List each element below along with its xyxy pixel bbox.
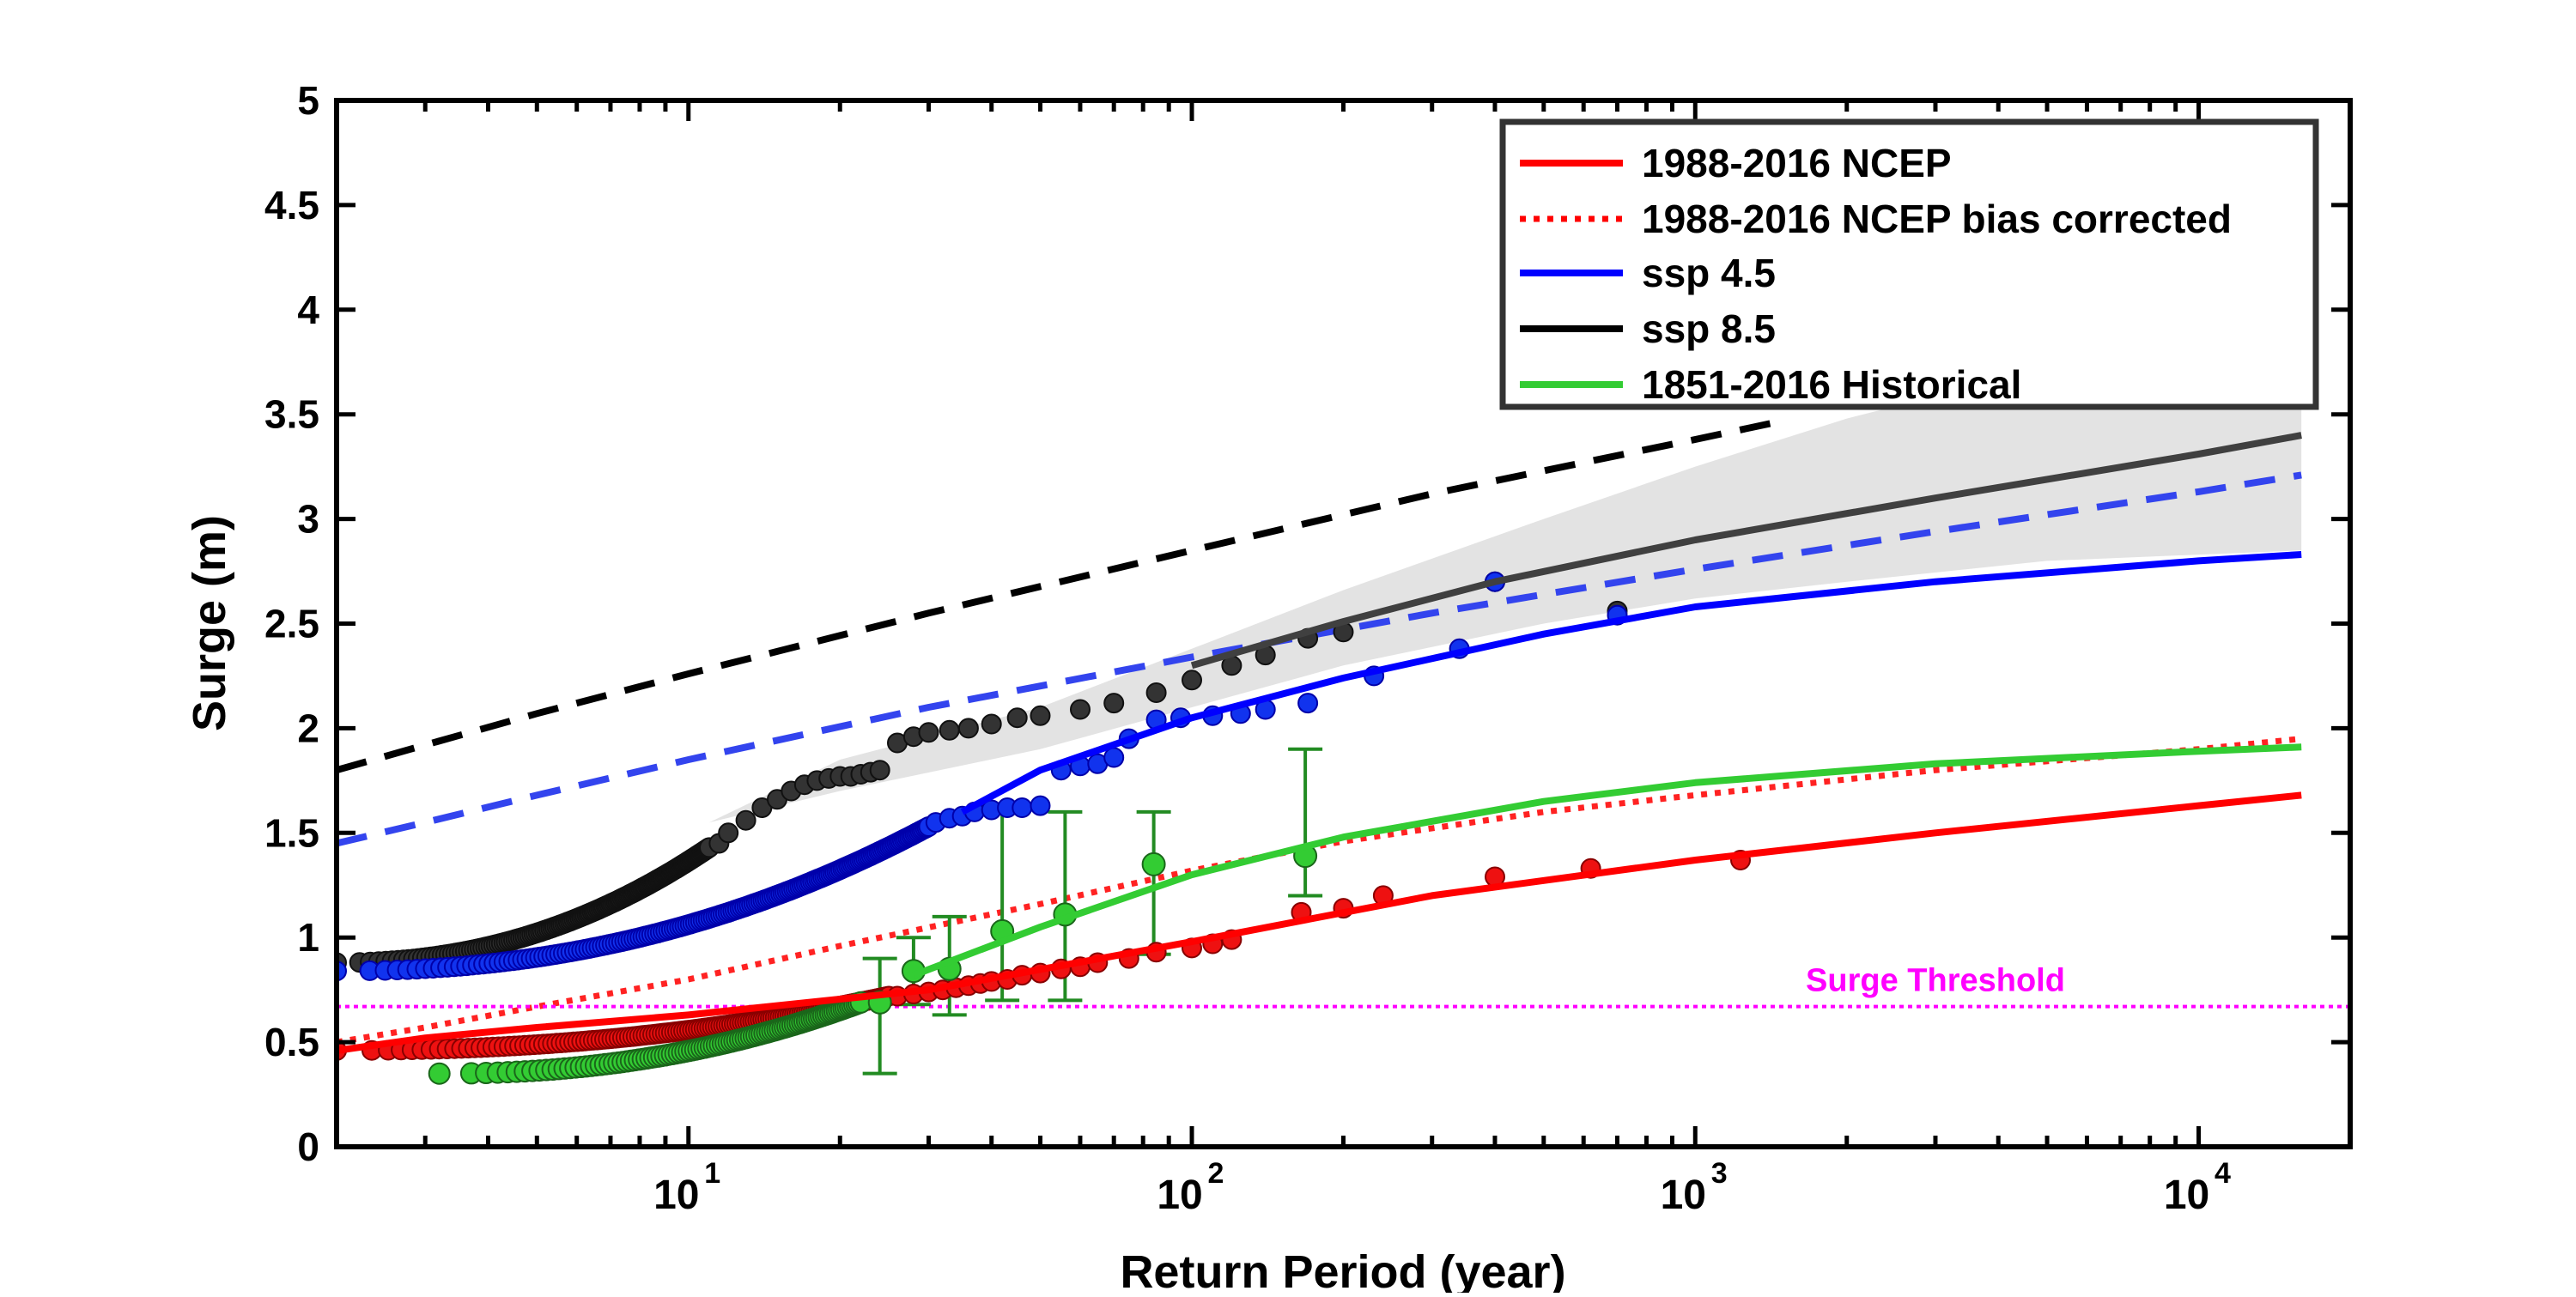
ssp85-point bbox=[1182, 670, 1202, 691]
historical-point bbox=[1141, 852, 1166, 876]
y-tick-label: 5 bbox=[297, 78, 319, 123]
ncep-fit-line bbox=[337, 791, 2302, 1054]
x-tick-exponent: 3 bbox=[1711, 1157, 1728, 1190]
ssp85-point bbox=[957, 718, 979, 739]
legend-label: ssp 4.5 bbox=[1642, 251, 1776, 295]
x-tick-label: 10 bbox=[653, 1173, 699, 1218]
ssp45-point bbox=[1103, 747, 1125, 768]
legend: 1988-2016 NCEP 1988-2016 NCEP bias correc… bbox=[1499, 118, 2319, 410]
y-tick-label: 2 bbox=[297, 706, 319, 750]
ssp85-point bbox=[1006, 707, 1028, 729]
y-tick-label: 0.5 bbox=[264, 1020, 319, 1064]
y-tick-labels: 0 0.5 1 1.5 2 2.5 3 3.5 4 4.5 5 bbox=[264, 78, 319, 1169]
legend-label: ssp 8.5 bbox=[1642, 306, 1776, 351]
ssp45-fit-line bbox=[960, 551, 2302, 815]
threshold-layer: Surge Threshold bbox=[337, 963, 2350, 1009]
y-tick-label: 3.5 bbox=[264, 392, 319, 437]
legend-box bbox=[1499, 118, 2319, 410]
x-tick-exponent: 1 bbox=[704, 1157, 720, 1190]
ssp85-point bbox=[1030, 705, 1051, 726]
x-tick-label: 10 bbox=[2164, 1173, 2209, 1218]
y-tick-label: 4.5 bbox=[264, 183, 319, 227]
ssp85-point bbox=[939, 719, 960, 741]
x-tick-labels: 10 1 10 2 10 3 10 4 bbox=[653, 1157, 2231, 1218]
legend-entries: 1988-2016 NCEP 1988-2016 NCEP bias correc… bbox=[1520, 141, 2232, 407]
ssp45-point bbox=[1297, 693, 1319, 714]
ssp85-fit-line bbox=[1190, 432, 2302, 670]
x-tick-exponent: 2 bbox=[1208, 1157, 1224, 1190]
y-tick-label: 4 bbox=[297, 288, 319, 332]
ssp45-point bbox=[1012, 797, 1033, 818]
historical-fit-line bbox=[912, 743, 2302, 979]
legend-label: 1988-2016 NCEP bbox=[1642, 141, 1952, 185]
x-tick-exponent: 4 bbox=[2215, 1157, 2231, 1190]
legend-label: 1851-2016 Historical bbox=[1642, 362, 2021, 407]
ssp85-point bbox=[1070, 699, 1091, 720]
curve-layer bbox=[337, 417, 2302, 1045]
ncep-bias-line bbox=[337, 736, 2302, 1045]
y-tick-label: 0 bbox=[297, 1124, 319, 1169]
surge-threshold-label: Surge Threshold bbox=[1806, 963, 2065, 999]
ssp45-point bbox=[1030, 795, 1051, 816]
y-axis-title: Surge (m) bbox=[184, 515, 235, 731]
x-tick-label: 10 bbox=[1661, 1173, 1706, 1218]
ssp85-point bbox=[1145, 682, 1167, 703]
ssp85-point bbox=[735, 809, 756, 831]
axis-tick-layer bbox=[334, 98, 2353, 1149]
ssp85-point bbox=[1103, 693, 1125, 714]
ssp85-dashed-line bbox=[337, 417, 1785, 774]
x-axis-title: Return Period (year) bbox=[1120, 1246, 1565, 1293]
x-tick-label: 10 bbox=[1157, 1173, 1202, 1218]
ssp85-point bbox=[918, 722, 939, 743]
legend-label: 1988-2016 NCEP bias corrected bbox=[1642, 197, 2232, 241]
y-tick-label: 3 bbox=[297, 497, 319, 542]
ssp85-point bbox=[718, 822, 739, 844]
y-tick-label: 1.5 bbox=[264, 810, 319, 855]
ssp85-point bbox=[869, 760, 890, 781]
fit-curve-layer bbox=[337, 432, 2302, 1054]
ssp85-point bbox=[981, 713, 1002, 735]
y-tick-label: 1 bbox=[297, 915, 319, 960]
historical-point bbox=[428, 1062, 451, 1085]
y-tick-label: 2.5 bbox=[264, 602, 319, 646]
ssp45-dashed-line bbox=[337, 471, 2302, 847]
data-point-layer bbox=[337, 571, 1751, 1085]
